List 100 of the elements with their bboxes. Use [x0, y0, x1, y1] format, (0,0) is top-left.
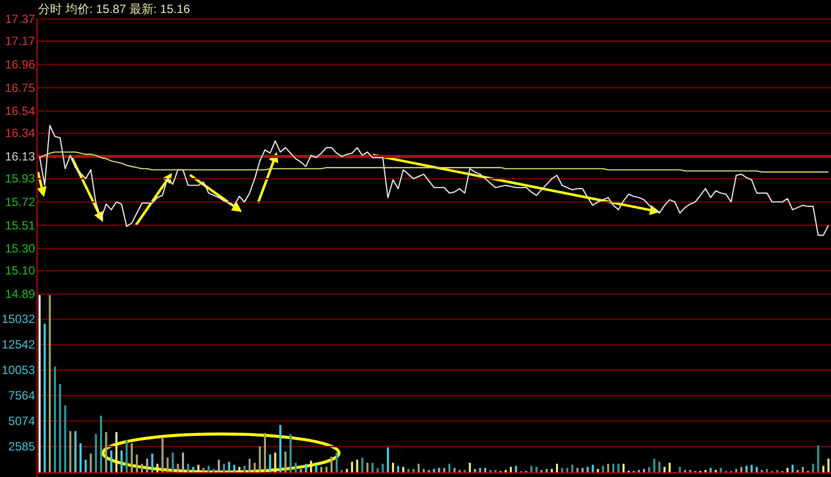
bar: [330, 456, 333, 473]
bar: [100, 416, 102, 473]
bar: [294, 462, 297, 473]
line-series: [38, 151, 830, 173]
y-tick-label: 17.37: [4, 12, 36, 26]
bar: [228, 462, 230, 473]
bar: [233, 464, 236, 473]
bar: [192, 466, 194, 473]
bar: [290, 434, 292, 473]
bar: [366, 462, 368, 473]
bar: [315, 464, 318, 473]
bar: [80, 443, 82, 473]
y-tick-label: 16.54: [4, 104, 36, 118]
bar: [218, 460, 220, 473]
bar: [264, 433, 266, 473]
y-tick-label: 16.96: [4, 57, 36, 72]
bar: [38, 295, 41, 473]
y-tick-label: 14.89: [4, 287, 36, 301]
bar: [90, 454, 92, 473]
bar: [182, 452, 184, 473]
y-tick-label: 2585: [8, 440, 36, 454]
y-tick-label: 16.75: [4, 80, 36, 95]
bar: [443, 468, 446, 473]
bar: [166, 458, 169, 473]
bar: [372, 462, 374, 473]
bar: [617, 464, 620, 473]
line-series: [38, 124, 830, 236]
bar: [827, 458, 830, 473]
bar: [668, 462, 671, 473]
bar: [468, 462, 471, 473]
bar: [658, 462, 660, 473]
bar: [607, 464, 610, 473]
bar: [105, 432, 108, 473]
bar: [392, 462, 394, 473]
bar: [212, 468, 215, 473]
y-tick-label: 16.34: [4, 126, 36, 140]
bar: [484, 468, 486, 473]
bar: [64, 405, 66, 473]
bar: [735, 468, 738, 473]
bar: [258, 446, 261, 473]
bar: [386, 447, 389, 473]
bar: [612, 464, 614, 473]
bar: [74, 431, 76, 473]
y-tick-label: 15.30: [4, 242, 36, 256]
bar: [48, 295, 51, 473]
y-tick-label: 17.17: [4, 34, 36, 48]
bar: [279, 424, 282, 473]
bar: [361, 458, 364, 473]
bar: [336, 452, 338, 473]
bar: [110, 450, 112, 473]
bar: [126, 440, 128, 473]
bar: [130, 443, 133, 473]
bar: [274, 452, 276, 473]
bar: [120, 450, 123, 473]
chart-title: 分时 均价: 15.87 最新: 15.16: [38, 2, 190, 16]
y-tick-label: 15.72: [4, 194, 36, 209]
bar: [356, 460, 358, 473]
bar: [556, 464, 558, 473]
y-tick-label: 16.13: [4, 150, 36, 164]
bar: [59, 384, 62, 473]
bar: [44, 324, 46, 473]
bar: [54, 366, 56, 473]
bar: [140, 464, 144, 473]
bar: [136, 454, 138, 473]
y-tick-label: 5074: [8, 414, 36, 428]
bar: [817, 445, 820, 473]
bar: [792, 464, 794, 473]
bar: [161, 437, 164, 473]
bar: [151, 454, 154, 473]
y-tick-label: 15.51: [4, 218, 36, 232]
bar: [448, 464, 450, 473]
bar: [269, 454, 272, 473]
bar: [812, 464, 814, 473]
bar: [653, 458, 656, 473]
y-tick-label: 12542: [2, 338, 36, 352]
y-tick-label: 10053: [2, 363, 36, 378]
bar: [750, 464, 753, 473]
y-tick-label: 7564: [8, 388, 36, 403]
bar: [622, 464, 625, 473]
bar: [197, 464, 200, 473]
bar: [402, 466, 404, 473]
bar: [304, 464, 307, 473]
bar: [284, 452, 286, 473]
bar: [187, 464, 190, 473]
bar: [156, 464, 158, 473]
bar: [69, 431, 72, 473]
bar: [592, 464, 594, 473]
bar: [254, 462, 256, 473]
bar: [714, 470, 717, 473]
bar: [571, 464, 574, 473]
bar: [464, 470, 466, 473]
bar: [146, 458, 148, 473]
bar: [422, 468, 425, 473]
bar: [222, 464, 225, 473]
y-tick-label: 15.93: [4, 172, 36, 186]
bar: [84, 460, 87, 473]
bar: [351, 462, 354, 473]
bar: [176, 464, 179, 473]
bar: [94, 434, 97, 473]
bar: [248, 458, 251, 473]
